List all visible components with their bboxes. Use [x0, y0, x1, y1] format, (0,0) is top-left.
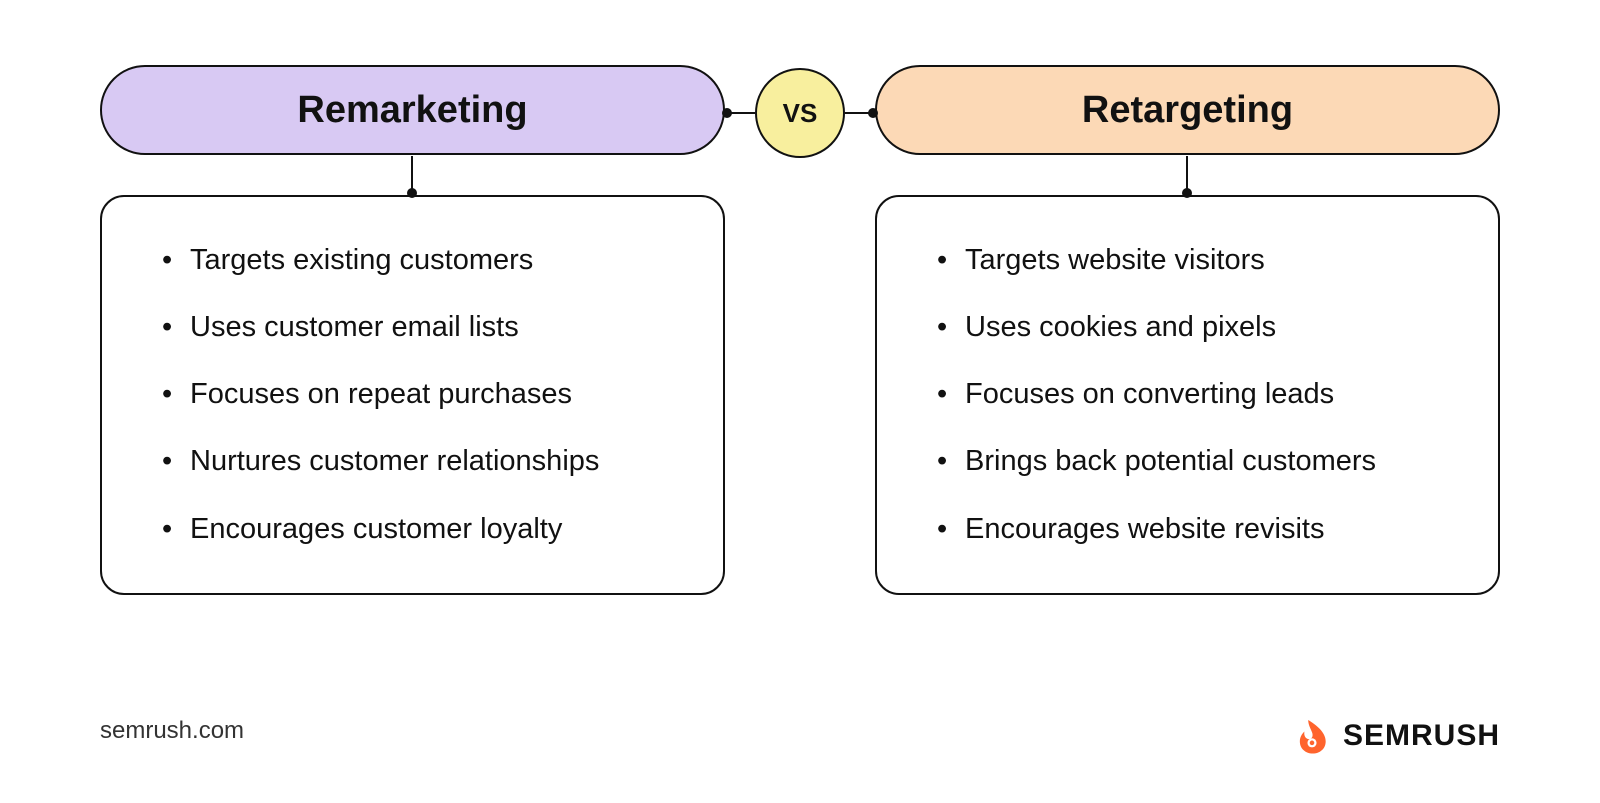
vs-badge: VS	[755, 68, 845, 158]
connector-dot	[1182, 188, 1192, 198]
connector-dot	[868, 108, 878, 118]
right-title: Retargeting	[1082, 89, 1293, 132]
list-item: Brings back potential customers	[937, 443, 1458, 481]
list-item: Focuses on repeat purchases	[162, 376, 683, 414]
brand-text: SEMRUSH	[1343, 719, 1500, 753]
connector-line	[1186, 156, 1188, 192]
left-title-pill: Remarketing	[100, 65, 725, 155]
left-list: Targets existing customers Uses customer…	[162, 227, 683, 563]
list-item: Targets existing customers	[162, 242, 683, 280]
left-details-box: Targets existing customers Uses customer…	[100, 195, 725, 595]
connector-dot	[722, 108, 732, 118]
list-item: Uses cookies and pixels	[937, 309, 1458, 347]
right-details-box: Targets website visitors Uses cookies an…	[875, 195, 1500, 595]
brand-logo: SEMRUSH	[1293, 717, 1500, 755]
comparison-infographic: Remarketing Retargeting VS Targets exist…	[0, 0, 1600, 803]
connector-line	[411, 156, 413, 192]
list-item: Nurtures customer relationships	[162, 443, 683, 481]
list-item: Targets website visitors	[937, 242, 1458, 280]
right-list: Targets website visitors Uses cookies an…	[937, 227, 1458, 563]
connector-dot	[407, 188, 417, 198]
list-item: Focuses on converting leads	[937, 376, 1458, 414]
vs-label: VS	[783, 98, 818, 129]
list-item: Encourages website revisits	[937, 511, 1458, 549]
list-item: Uses customer email lists	[162, 309, 683, 347]
footer-url: semrush.com	[100, 717, 244, 745]
fire-icon	[1293, 717, 1331, 755]
right-title-pill: Retargeting	[875, 65, 1500, 155]
list-item: Encourages customer loyalty	[162, 511, 683, 549]
left-title: Remarketing	[297, 89, 527, 132]
